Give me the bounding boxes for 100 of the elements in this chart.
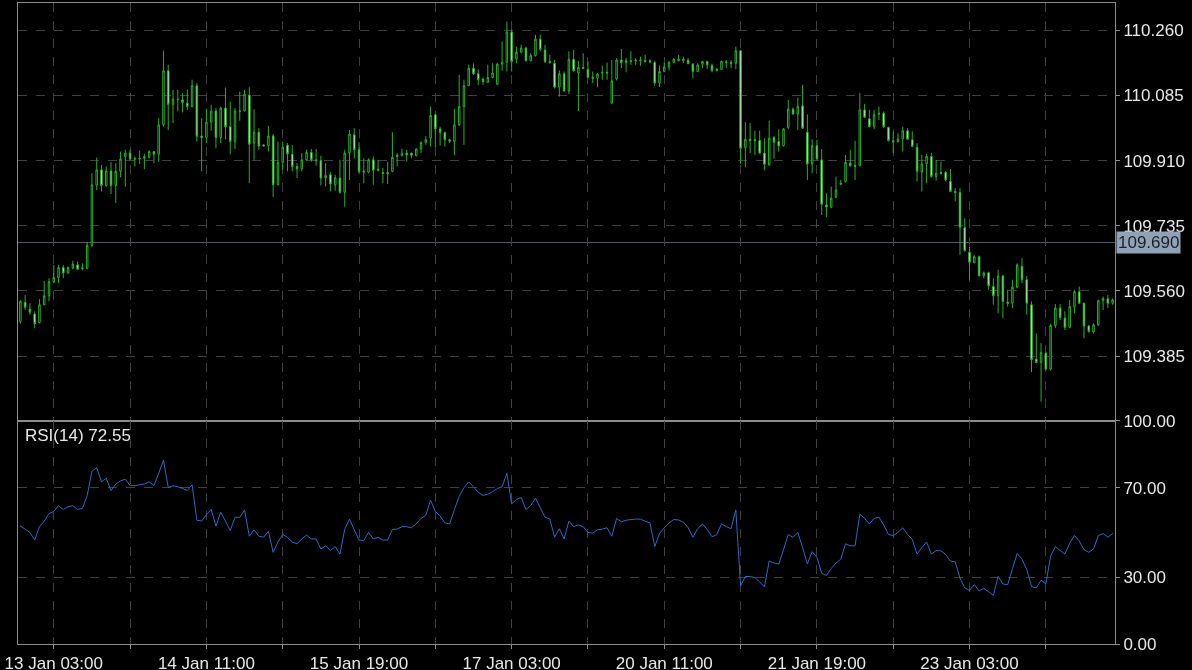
candlestick bbox=[572, 49, 575, 73]
candlestick bbox=[634, 57, 637, 66]
candlestick bbox=[863, 103, 866, 119]
candlestick bbox=[248, 86, 251, 184]
candlestick bbox=[753, 130, 757, 156]
candlestick bbox=[1111, 297, 1114, 306]
candlestick bbox=[1030, 300, 1033, 373]
candlestick bbox=[558, 69, 561, 97]
y-tick-label: 109.560 bbox=[1123, 281, 1185, 301]
candlestick bbox=[362, 157, 366, 184]
candlestick bbox=[28, 302, 32, 316]
candlestick bbox=[38, 298, 41, 324]
candlestick bbox=[653, 60, 656, 87]
candlestick bbox=[353, 127, 356, 159]
candlestick bbox=[672, 57, 676, 64]
candlestick bbox=[381, 167, 385, 184]
line-series bbox=[19, 459, 1114, 596]
candlestick bbox=[915, 142, 919, 182]
candlestick bbox=[543, 44, 547, 64]
candlestick bbox=[949, 168, 952, 193]
candlestick bbox=[963, 217, 967, 252]
candlestick bbox=[143, 153, 146, 170]
candlestick bbox=[443, 131, 447, 147]
candlestick bbox=[496, 62, 499, 86]
candlestick bbox=[968, 246, 971, 281]
candlestick bbox=[739, 49, 742, 165]
y-tick-label: 70.00 bbox=[1123, 478, 1166, 498]
candlestick bbox=[166, 64, 170, 131]
candlestick bbox=[133, 155, 137, 168]
candlestick bbox=[930, 152, 933, 179]
candlestick bbox=[815, 139, 819, 161]
candlestick bbox=[648, 58, 652, 64]
candlestick bbox=[911, 131, 914, 148]
y-tick-label: 109.385 bbox=[1123, 347, 1185, 367]
ref-line-label: 109.690 bbox=[1118, 233, 1180, 252]
candlestick bbox=[343, 149, 346, 208]
candlestick bbox=[806, 113, 809, 181]
candlestick bbox=[81, 262, 84, 271]
candlestick bbox=[825, 192, 828, 218]
candlestick bbox=[71, 260, 75, 270]
candlestick bbox=[233, 107, 237, 150]
candlestick bbox=[796, 97, 800, 131]
candlestick bbox=[1054, 303, 1057, 329]
candlestick bbox=[691, 62, 695, 79]
candlestick bbox=[386, 161, 389, 185]
candlestick bbox=[85, 241, 89, 270]
candlestick bbox=[491, 62, 494, 79]
candlestick bbox=[601, 65, 604, 81]
candlestick bbox=[200, 117, 203, 172]
y-tick-label: 110.085 bbox=[1123, 86, 1184, 106]
candlestick bbox=[973, 254, 976, 264]
candlestick bbox=[1073, 289, 1076, 314]
candlestick bbox=[214, 107, 218, 149]
candlestick bbox=[901, 126, 905, 153]
candlestick bbox=[896, 132, 900, 143]
candlestick bbox=[33, 310, 36, 329]
candlestick bbox=[348, 129, 351, 181]
candlestick bbox=[429, 106, 432, 147]
candlestick bbox=[581, 52, 585, 70]
candlestick bbox=[300, 152, 304, 172]
candlestick bbox=[376, 159, 380, 172]
candlestick bbox=[1044, 351, 1048, 371]
candlestick bbox=[477, 68, 480, 86]
candlestick bbox=[410, 152, 413, 159]
candlestick bbox=[424, 135, 428, 146]
chart-title: RSI(14) 72.55 bbox=[25, 426, 131, 445]
candlestick bbox=[829, 186, 833, 209]
candlestick bbox=[271, 133, 275, 198]
candlestick bbox=[839, 179, 842, 186]
candlestick bbox=[1106, 294, 1110, 309]
candlestick bbox=[1039, 342, 1043, 403]
candlestick bbox=[810, 138, 814, 174]
candlestick bbox=[577, 60, 580, 112]
candlestick bbox=[109, 161, 113, 195]
candlestick bbox=[1025, 275, 1029, 316]
candlestick bbox=[787, 99, 790, 130]
candlestick bbox=[47, 277, 51, 302]
candlestick bbox=[472, 62, 475, 76]
candlestick bbox=[906, 127, 909, 141]
candlestick bbox=[720, 60, 723, 71]
candlestick bbox=[510, 29, 513, 73]
candlestick bbox=[238, 91, 242, 122]
candlestick bbox=[467, 64, 470, 87]
x-tick-label: 15 Jan 19:00 bbox=[309, 654, 409, 670]
candlestick bbox=[90, 172, 94, 248]
candlestick bbox=[667, 60, 671, 71]
candlestick bbox=[682, 56, 685, 64]
candlestick bbox=[276, 141, 280, 186]
x-tick-label: 21 Jan 19:00 bbox=[767, 654, 867, 670]
candlestick bbox=[1092, 322, 1095, 334]
candlestick bbox=[519, 44, 523, 54]
candlestick bbox=[710, 63, 714, 73]
candlestick bbox=[801, 84, 804, 130]
candlestick bbox=[596, 72, 599, 88]
candlestick bbox=[791, 106, 795, 116]
candlestick bbox=[1015, 262, 1019, 289]
candlestick bbox=[462, 79, 466, 146]
candlestick bbox=[157, 117, 160, 163]
candlestick bbox=[262, 143, 265, 147]
candlestick bbox=[677, 54, 680, 62]
